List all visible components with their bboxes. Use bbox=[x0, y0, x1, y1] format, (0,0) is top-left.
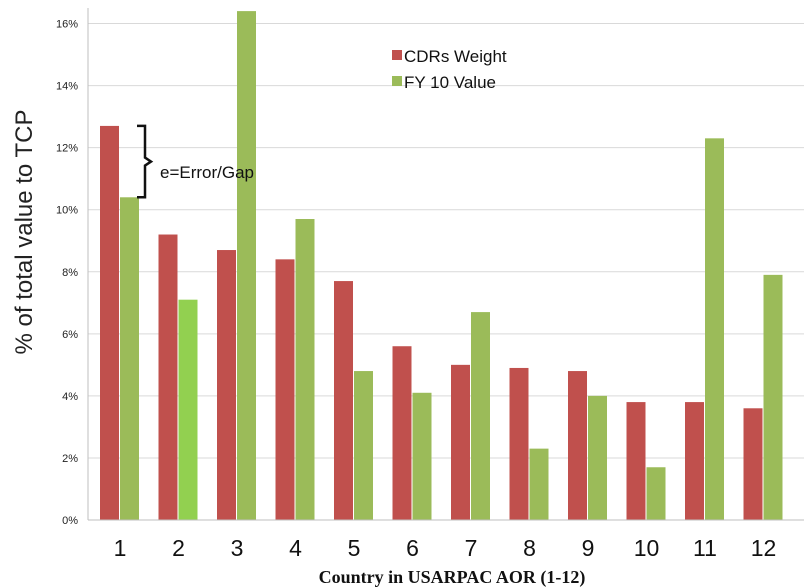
bar-cdrs-weight-8 bbox=[509, 367, 529, 520]
y-tick-label-3: 6% bbox=[62, 329, 78, 341]
y-tick-label-0: 0% bbox=[62, 515, 78, 527]
bar-fy10-value-12 bbox=[763, 274, 783, 520]
y-tick-label-7: 14% bbox=[56, 81, 78, 93]
x-tick-label-2: 2 bbox=[172, 535, 185, 561]
x-tick-label-3: 3 bbox=[231, 535, 244, 561]
annotation-error-gap: e=Error/Gap bbox=[160, 163, 254, 182]
y-tick-label-5: 10% bbox=[56, 205, 78, 217]
y-tick-label-8: 16% bbox=[56, 19, 78, 31]
x-tick-label-5: 5 bbox=[348, 535, 361, 561]
x-tick-label-11: 11 bbox=[693, 535, 717, 561]
bar-cdrs-weight-3 bbox=[217, 250, 236, 520]
x-tick-label-7: 7 bbox=[465, 535, 478, 561]
legend: CDRs Weight FY 10 Value bbox=[392, 47, 507, 92]
y-tick-label-4: 8% bbox=[62, 267, 78, 279]
bar-cdrs-weight-9 bbox=[568, 371, 587, 520]
y-tick-label-2: 4% bbox=[62, 391, 78, 403]
x-axis-ticks: 1 2 3 4 5 6 7 8 9 10 11 12 bbox=[114, 535, 777, 561]
bar-fy10-value-3 bbox=[237, 11, 256, 521]
x-tick-label-8: 8 bbox=[523, 535, 536, 561]
y-tick-label-1: 2% bbox=[62, 453, 78, 465]
bar-cdrs-weight-1 bbox=[100, 125, 119, 520]
y-tick-label-6: 12% bbox=[56, 143, 78, 155]
legend-label-fy10-value: FY 10 Value bbox=[404, 73, 496, 92]
bar-cdrs-weight-11 bbox=[685, 402, 704, 520]
bar-cdrs-weight-10 bbox=[626, 402, 646, 520]
x-axis-label: Country in USARPAC AOR (1-12) bbox=[319, 567, 586, 588]
y-axis-label: % of total value to TCP bbox=[11, 109, 38, 354]
legend-label-cdrs-weight: CDRs Weight bbox=[404, 47, 507, 66]
bar-fy10-value-10 bbox=[646, 467, 666, 520]
bar-fy10-value-8 bbox=[529, 448, 549, 520]
bar-fy10-value-11 bbox=[705, 138, 724, 520]
bar-cdrs-weight-2 bbox=[158, 234, 178, 520]
bar-fy10-value-1 bbox=[120, 197, 139, 520]
bar-fy10-value-9 bbox=[588, 395, 607, 520]
bar-cdrs-weight-5 bbox=[334, 281, 353, 520]
bar-fy10-value-4 bbox=[295, 219, 315, 521]
bar-cdrs-weight-6 bbox=[392, 346, 412, 520]
legend-swatch-fy10-value bbox=[392, 76, 402, 86]
grid-lines bbox=[87, 8, 804, 520]
error-gap-bracket bbox=[137, 124, 154, 199]
y-axis-ticks: 0% 2% 4% 6% 8% 10% 12% 14% 16% bbox=[56, 19, 78, 527]
legend-swatch-cdrs-weight bbox=[392, 50, 402, 60]
bars bbox=[100, 11, 783, 521]
x-tick-label-10: 10 bbox=[634, 535, 660, 561]
bar-cdrs-weight-4 bbox=[275, 259, 295, 520]
bar-fy10-value-2 bbox=[178, 299, 198, 520]
x-tick-label-12: 12 bbox=[751, 535, 777, 561]
bar-fy10-value-6 bbox=[412, 392, 432, 520]
x-tick-label-4: 4 bbox=[289, 535, 302, 561]
bar-fy10-value-5 bbox=[354, 371, 373, 520]
bar-cdrs-weight-7 bbox=[451, 364, 470, 520]
bar-cdrs-weight-12 bbox=[743, 408, 763, 520]
bar-fy10-value-7 bbox=[471, 312, 490, 520]
x-tick-label-6: 6 bbox=[406, 535, 419, 561]
x-tick-label-9: 9 bbox=[582, 535, 595, 561]
x-tick-label-1: 1 bbox=[114, 535, 127, 561]
